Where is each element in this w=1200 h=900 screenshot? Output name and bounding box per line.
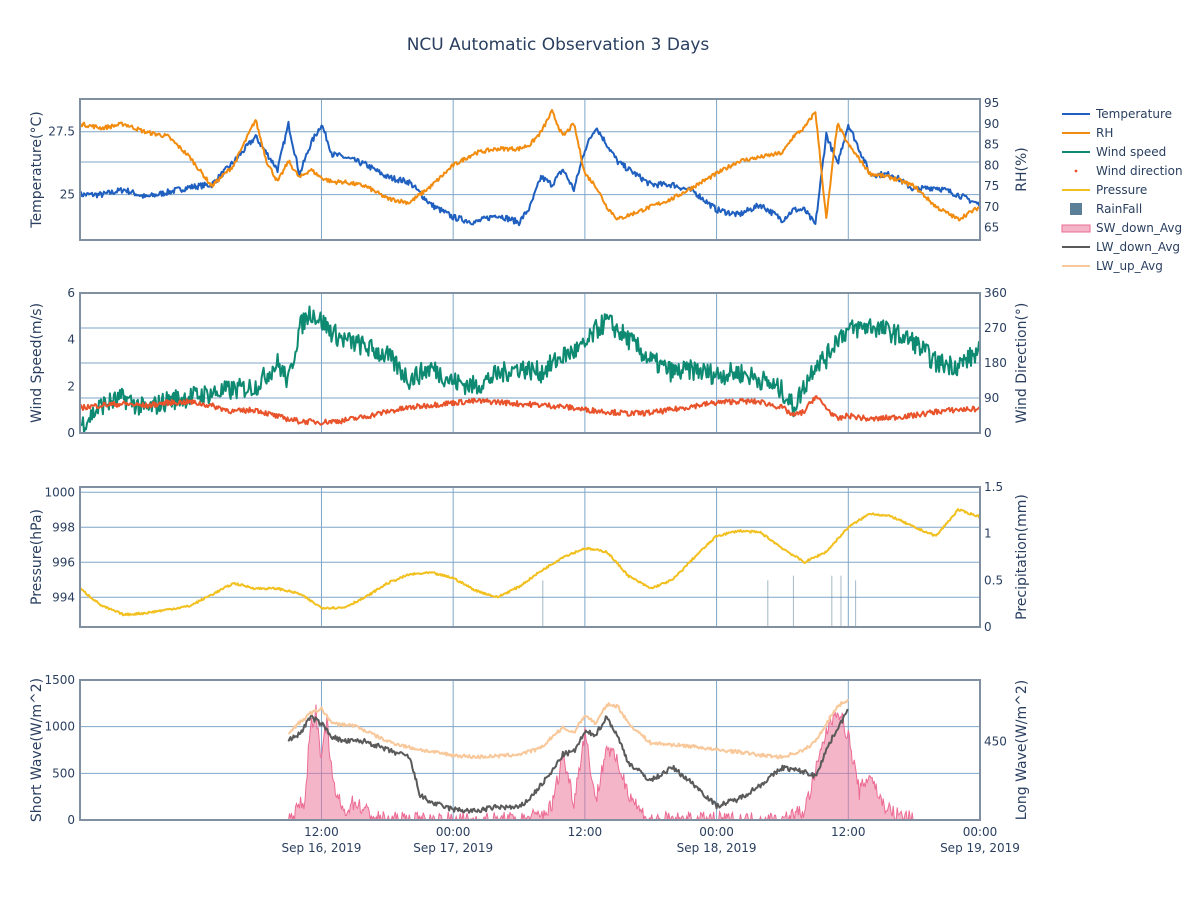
x-tick-label: 12:00 bbox=[304, 825, 339, 839]
legend-item: SW_down_Avg bbox=[1061, 221, 1182, 235]
x-tick-date-label: Sep 16, 2019 bbox=[282, 841, 362, 855]
panel-2: 0 2 4 6 0 90 180 270 360 Wind Speed(m/s) Wind Dire… bbox=[29, 286, 1030, 440]
right-axis-title: RH(%) bbox=[1014, 147, 1030, 191]
left-tick-label: 1000 bbox=[44, 720, 75, 734]
left-tick-label: 27.5 bbox=[48, 125, 75, 139]
legend-item: Wind speed bbox=[1062, 145, 1166, 159]
left-tick-label: 994 bbox=[52, 590, 75, 604]
left-tick-label: 2 bbox=[67, 379, 75, 393]
panel-4: 0 500 1000 1500 450 Short Wave(W/m^2) Long Wav… bbox=[29, 673, 1030, 827]
left-tick-label: 4 bbox=[67, 333, 75, 347]
right-tick-label: 90 bbox=[984, 391, 999, 405]
legend-label: LW_up_Avg bbox=[1096, 259, 1163, 273]
panel-3: 994 996 998 1000 0 0.5 1 1.5 Pressure(hPa) Precip… bbox=[29, 480, 1030, 634]
legend-item: LW_down_Avg bbox=[1062, 240, 1180, 254]
left-tick-label: 25 bbox=[60, 188, 75, 202]
left-axis-title: Temperature(°C) bbox=[29, 111, 45, 228]
series-group bbox=[287, 698, 915, 820]
legend-label: SW_down_Avg bbox=[1096, 221, 1182, 235]
right-tick-label: 85 bbox=[984, 138, 999, 152]
left-tick-label: 998 bbox=[52, 520, 75, 534]
legend-marker bbox=[1070, 203, 1082, 215]
x-tick-label: 12:00 bbox=[831, 825, 866, 839]
lw-up-avg-line bbox=[287, 698, 850, 760]
x-tick-label: 00:00 bbox=[699, 825, 734, 839]
wind-speed-line bbox=[80, 305, 980, 433]
right-tick-label: 1 bbox=[984, 527, 992, 541]
x-tick-label: 00:00 bbox=[963, 825, 998, 839]
panels: 25 27.5 65 70 75 80 85 90 95 Temperature(°C) RH(%)… bbox=[29, 96, 1030, 827]
right-tick-label: 270 bbox=[984, 321, 1007, 335]
right-tick-label: 90 bbox=[984, 117, 999, 131]
right-tick-label: 95 bbox=[984, 96, 999, 110]
left-tick-label: 500 bbox=[52, 766, 75, 780]
sw-down-avg-area bbox=[288, 704, 915, 820]
right-tick-label: 360 bbox=[984, 286, 1007, 300]
series-group bbox=[80, 305, 980, 433]
legend-item: RH bbox=[1062, 126, 1113, 140]
legend: Temperature RH Wind speed Wind direction Pre… bbox=[1061, 107, 1183, 273]
legend-label: LW_down_Avg bbox=[1096, 240, 1180, 254]
right-tick-label: 65 bbox=[984, 221, 999, 235]
x-tick-date-label: Sep 18, 2019 bbox=[677, 841, 757, 855]
panel-frame bbox=[79, 679, 981, 821]
panel-frame bbox=[79, 98, 981, 241]
left-tick-label: 1500 bbox=[44, 673, 75, 687]
right-tick-label: 0 bbox=[984, 620, 992, 634]
panel-1: 25 27.5 65 70 75 80 85 90 95 Temperature(°C) RH(%) bbox=[29, 96, 1030, 241]
legend-label: Wind direction bbox=[1096, 164, 1183, 178]
legend-marker bbox=[1074, 169, 1078, 173]
panel-frame bbox=[79, 486, 981, 628]
right-axis-title: Long Wave(W/m^2) bbox=[1014, 680, 1030, 821]
legend-label: RainFall bbox=[1096, 202, 1142, 216]
legend-label: Temperature bbox=[1095, 107, 1172, 121]
right-tick-label: 180 bbox=[984, 356, 1007, 370]
chart-title: NCU Automatic Observation 3 Days bbox=[407, 35, 710, 55]
legend-item: Temperature bbox=[1062, 107, 1172, 121]
x-tick-date-label: Sep 19, 2019 bbox=[940, 841, 1020, 855]
legend-label: Wind speed bbox=[1096, 145, 1166, 159]
right-tick-label: 80 bbox=[984, 158, 999, 172]
x-axis: 12:00 Sep 16, 2019 00:00 Sep 17, 2019 12:00 0… bbox=[282, 825, 1020, 855]
legend-marker bbox=[1061, 224, 1091, 233]
x-tick-label: 00:00 bbox=[436, 825, 471, 839]
pressure-line bbox=[80, 508, 980, 617]
series-group bbox=[80, 508, 980, 627]
legend-label: Pressure bbox=[1096, 183, 1147, 197]
panel-frame bbox=[79, 292, 981, 434]
x-tick-date-label: Sep 17, 2019 bbox=[413, 841, 493, 855]
right-tick-label: 450 bbox=[984, 734, 1007, 748]
legend-item: RainFall bbox=[1070, 202, 1142, 216]
wind-direction-line bbox=[80, 395, 980, 426]
x-tick-label: 12:00 bbox=[568, 825, 603, 839]
left-tick-label: 0 bbox=[67, 426, 75, 440]
legend-label: RH bbox=[1096, 126, 1113, 140]
sw-down-avg-line bbox=[288, 704, 915, 820]
legend-item: LW_up_Avg bbox=[1062, 259, 1163, 273]
left-axis-title: Pressure(hPa) bbox=[29, 509, 45, 605]
legend-item: Pressure bbox=[1062, 183, 1147, 197]
legend-item: Wind direction bbox=[1074, 164, 1183, 178]
rh-line bbox=[80, 109, 980, 222]
left-tick-label: 6 bbox=[67, 286, 75, 300]
left-tick-label: 1000 bbox=[44, 485, 75, 499]
right-tick-label: 70 bbox=[984, 200, 999, 214]
right-tick-label: 75 bbox=[984, 179, 999, 193]
left-axis-title: Wind Speed(m/s) bbox=[29, 303, 45, 423]
series-group bbox=[80, 109, 980, 227]
right-tick-label: 0.5 bbox=[984, 573, 1003, 587]
temperature-line bbox=[80, 120, 980, 227]
right-axis-title: Wind Direction(°) bbox=[1014, 303, 1030, 424]
left-axis-title: Short Wave(W/m^2) bbox=[29, 678, 45, 822]
right-tick-label: 1.5 bbox=[984, 480, 1003, 494]
left-tick-label: 996 bbox=[52, 555, 75, 569]
right-tick-label: 0 bbox=[984, 426, 992, 440]
left-tick-label: 0 bbox=[67, 813, 75, 827]
right-axis-title: Precipitation(mm) bbox=[1014, 494, 1030, 620]
lw-down-avg-line bbox=[287, 708, 849, 814]
